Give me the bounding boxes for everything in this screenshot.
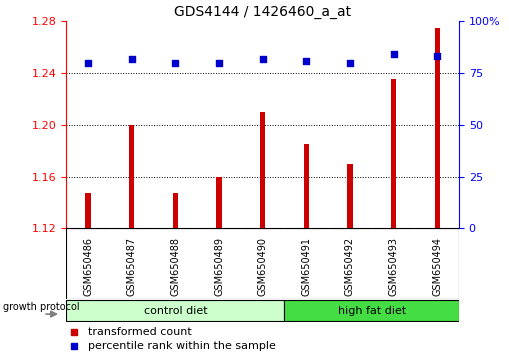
Text: control diet: control diet <box>144 306 207 316</box>
Text: GSM650489: GSM650489 <box>214 236 223 296</box>
Point <box>389 52 397 57</box>
Bar <box>284 300 458 321</box>
Bar <box>390 80 395 228</box>
Text: GSM650494: GSM650494 <box>431 236 441 296</box>
Title: GDS4144 / 1426460_a_at: GDS4144 / 1426460_a_at <box>174 5 351 19</box>
Text: GSM650488: GSM650488 <box>170 236 180 296</box>
Bar <box>86 193 91 228</box>
Bar <box>347 164 352 228</box>
Point <box>432 53 440 59</box>
Text: transformed count: transformed count <box>88 327 191 337</box>
Text: GSM650493: GSM650493 <box>388 236 398 296</box>
Bar <box>434 28 439 228</box>
Point <box>127 56 135 61</box>
Point <box>258 56 266 61</box>
Bar <box>129 125 134 228</box>
Bar <box>303 144 308 228</box>
Point <box>214 60 222 65</box>
Text: high fat diet: high fat diet <box>337 306 405 316</box>
Bar <box>260 112 265 228</box>
Text: GSM650487: GSM650487 <box>127 236 136 296</box>
Text: percentile rank within the sample: percentile rank within the sample <box>88 341 275 351</box>
Bar <box>216 177 221 228</box>
Text: growth protocol: growth protocol <box>4 302 80 312</box>
Bar <box>66 300 284 321</box>
Text: GSM650490: GSM650490 <box>257 236 267 296</box>
Point <box>302 58 310 63</box>
Point <box>84 60 92 65</box>
Text: GSM650486: GSM650486 <box>83 236 93 296</box>
Text: GSM650492: GSM650492 <box>344 236 354 296</box>
Point <box>345 60 353 65</box>
Text: GSM650491: GSM650491 <box>301 236 310 296</box>
Point <box>171 60 179 65</box>
Bar <box>173 193 178 228</box>
